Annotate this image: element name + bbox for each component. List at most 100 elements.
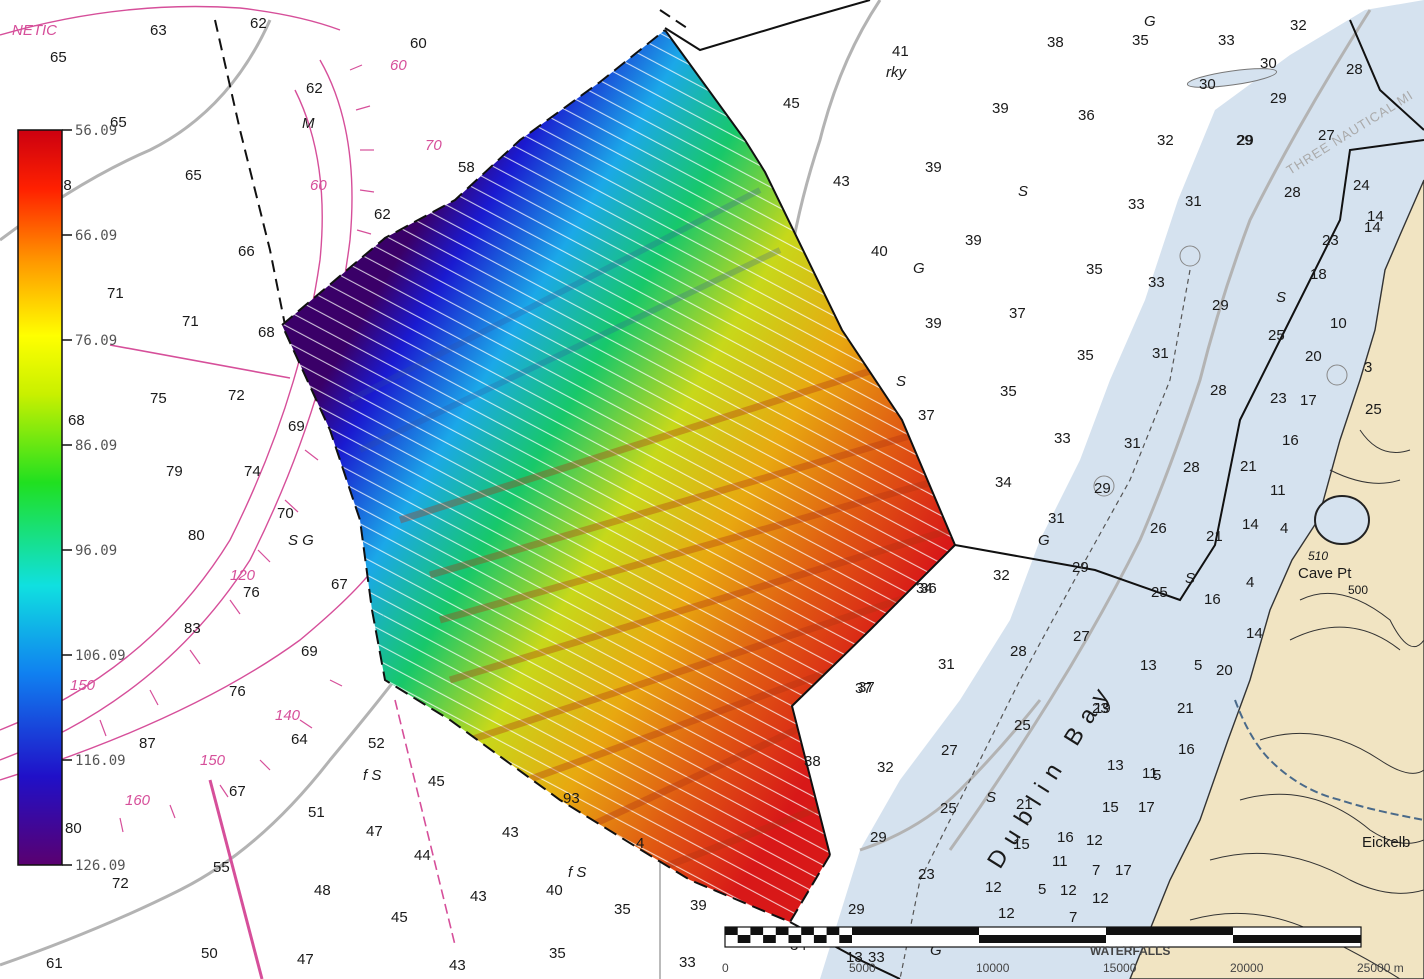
depth-sounding: 17 [1138, 799, 1155, 816]
depth-sounding: 29 [1270, 90, 1287, 107]
depth-sounding: 38 [804, 753, 821, 770]
depth-sounding: 12 [998, 905, 1015, 922]
depth-sounding: 4 [1280, 520, 1288, 537]
depth-sounding: 66 [238, 243, 255, 260]
svg-text:150: 150 [70, 677, 96, 694]
depth-sounding: 28 [1210, 382, 1227, 399]
depth-sounding: 47 [297, 951, 314, 968]
depth-sounding: 39 [690, 897, 707, 914]
depth-sounding: 4 [636, 835, 644, 852]
depth-sounding: 28 [1346, 61, 1363, 78]
depth-sounding: 58 [458, 159, 475, 176]
depth-sounding: 32 [1290, 17, 1307, 34]
depth-sounding: 38 [1047, 34, 1064, 51]
colorbar-tick-label: 66.09 [75, 228, 117, 244]
colorbar-tick-label: 76.09 [75, 333, 117, 349]
depth-sounding: 30 [1260, 55, 1277, 72]
bottom-quality-label: S [1018, 183, 1028, 200]
depth-sounding: 65 [110, 114, 127, 131]
waterfalls-label: WATERFALLS [1090, 944, 1170, 958]
depth-sounding: 75 [150, 390, 167, 407]
depth-sounding: 7 [1069, 909, 1077, 926]
bottom-quality-label: S [986, 789, 996, 806]
depth-sounding: 37 [858, 679, 875, 696]
depth-sounding: 34 [916, 580, 933, 597]
depth-sounding: 16 [1204, 591, 1221, 608]
depth-sounding: 40 [871, 243, 888, 260]
svg-text:160: 160 [125, 792, 151, 809]
depth-sounding: 80 [65, 820, 82, 837]
depth-sounding: 13 [846, 949, 863, 966]
depth-sounding: 69 [288, 418, 305, 435]
depth-sounding: 72 [228, 387, 245, 404]
depth-sounding: 19 [1094, 700, 1111, 717]
bottom-quality-label: f S [363, 767, 381, 784]
depth-sounding: 76 [229, 683, 246, 700]
depth-sounding: 29 [848, 901, 865, 918]
depth-sounding: 14 [1364, 219, 1381, 236]
depth-sounding: 20 [1305, 348, 1322, 365]
depth-sounding: 45 [783, 95, 800, 112]
depth-sounding: 87 [139, 735, 156, 752]
depth-sounding: 21 [1206, 528, 1223, 545]
depth-sounding: 69 [301, 643, 318, 660]
depth-sounding: 4 [1246, 574, 1254, 591]
depth-sounding: 26 [1150, 520, 1167, 537]
depth-sounding: 14 [1246, 625, 1263, 642]
colorbar-tick-label: 96.09 [75, 543, 117, 559]
scale-bar-label: 25000 m [1357, 961, 1404, 975]
depth-sounding: 32 [993, 567, 1010, 584]
depth-sounding: 93 [563, 790, 580, 807]
depth-sounding: 18 [1310, 266, 1327, 283]
cave-point-label: Cave Pt [1298, 565, 1352, 582]
depth-sounding: 35 [1000, 383, 1017, 400]
depth-sounding: 24 [1353, 177, 1370, 194]
depth-sounding: 25 [1151, 584, 1168, 601]
svg-text:150: 150 [200, 752, 226, 769]
depth-sounding: 29 [1094, 480, 1111, 497]
depth-sounding: 30 [1199, 76, 1216, 93]
svg-text:120: 120 [230, 567, 256, 584]
depth-sounding: 33 [1148, 274, 1165, 291]
depth-sounding: 70 [277, 505, 294, 522]
depth-sounding: 29 [1237, 132, 1254, 149]
bottom-quality-label: S G [288, 532, 314, 549]
scale-bar-label: 5000 [849, 961, 876, 975]
depth-sounding: 15 [1102, 799, 1119, 816]
depth-sounding: 37 [1009, 305, 1026, 322]
depth-sounding: 7 [1092, 862, 1100, 879]
depth-sounding: 29 [1212, 297, 1229, 314]
depth-sounding: 35 [549, 945, 566, 962]
depth-sounding: 35 [1077, 347, 1094, 364]
depth-sounding: 23 [918, 866, 935, 883]
svg-text:70: 70 [425, 137, 442, 154]
depth-sounding: 5 [1153, 767, 1161, 784]
depth-sounding: 21 [1177, 700, 1194, 717]
depth-sounding: 31 [1152, 345, 1169, 362]
depth-sounding: 28 [1284, 184, 1301, 201]
depth-sounding: 23 [1322, 232, 1339, 249]
depth-sounding: 39 [925, 159, 942, 176]
depth-sounding: 74 [244, 463, 261, 480]
depth-sounding: 20 [1216, 662, 1233, 679]
depth-sounding: 12 [1092, 890, 1109, 907]
depth-sounding: 68 [68, 412, 85, 429]
depth-sounding: 21 [1240, 458, 1257, 475]
depth-sounding: 32 [1157, 132, 1174, 149]
depth-sounding: 43 [449, 957, 466, 974]
depth-sounding: 11 [1142, 765, 1158, 782]
depth-sounding: 17 [1115, 862, 1132, 879]
scale-bar-label: 0 [722, 961, 729, 975]
depth-sounding: 62 [374, 206, 391, 223]
depth-sounding: 47 [366, 823, 383, 840]
depth-sounding: 25 [1014, 717, 1031, 734]
depth-sounding: 11 [1270, 482, 1286, 499]
depth-sounding: 29 [870, 829, 887, 846]
depth-sounding: 28 [1010, 643, 1027, 660]
colorbar-tick-label: 116.09 [75, 753, 126, 769]
depth-sounding: 52 [368, 735, 385, 752]
depth-sounding: 41 [892, 43, 909, 60]
svg-text:60: 60 [390, 57, 407, 74]
